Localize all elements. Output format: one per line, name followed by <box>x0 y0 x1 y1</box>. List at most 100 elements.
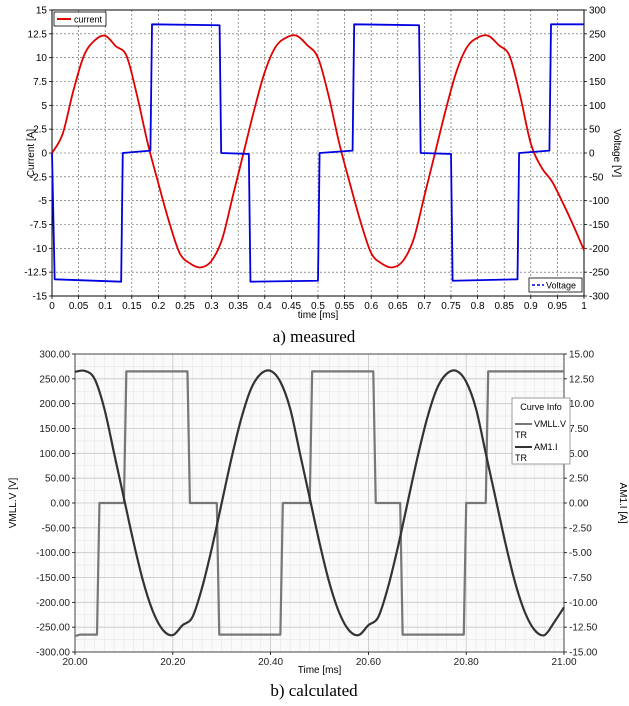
b-y2-tick-label: 15.00 <box>569 350 594 361</box>
a-series-line-voltage <box>51 23 584 283</box>
b-x-tick-label: 20.40 <box>258 657 283 668</box>
a-y-tick-label: -12.5 <box>24 268 47 279</box>
chart-a-legend-current-label: current <box>74 15 103 25</box>
b-y2-tick-label: 12.50 <box>569 374 594 385</box>
b-y-tick-label: -150.00 <box>36 573 70 584</box>
b-y2-tick-label: -5.00 <box>569 548 592 559</box>
a-x-tick-label: 0.2 <box>151 301 165 312</box>
b-y2-tick-label: 10.00 <box>569 399 594 410</box>
chart-b-y-axis-label: VMLL.V [V] <box>8 477 19 528</box>
chart-a-y2-axis-label: Voltage [V] <box>611 129 622 178</box>
b-y-tick-label: -50.00 <box>42 523 71 534</box>
b-series-line-vmll-v <box>74 370 564 638</box>
chart-a-legend-voltage-box <box>528 277 583 293</box>
b-y-tick-label: 200.00 <box>39 399 70 410</box>
a-y-tick-label: 5 <box>41 101 47 112</box>
a-y-tick-label: 2.5 <box>33 125 47 136</box>
a-y2-tick-label: 300 <box>589 6 606 17</box>
b-x-tick-label: 20.80 <box>454 657 479 668</box>
a-y2-tick-label: 0 <box>589 149 595 160</box>
chart-b-legend-title: Curve Info <box>520 402 562 412</box>
chart-b-caption: b) calculated <box>270 681 358 700</box>
a-y2-tick-label: -100 <box>589 196 609 207</box>
a-y2-tick-label: -250 <box>589 268 609 279</box>
chart-b-x-axis-label: Time [ms] <box>298 665 342 676</box>
a-y-tick-label: -15 <box>33 292 48 303</box>
b-y2-tick-label: 0.00 <box>569 499 589 510</box>
b-series-line-am1-i <box>74 369 565 637</box>
chart-b-y2-ticks: -15.00 -12.50 -10.00 -7.50 -5.00 -2.50 0.00 2.5… <box>564 350 598 659</box>
a-y-tick-label: -2.5 <box>30 172 48 183</box>
a-x-tick-label: 0.65 <box>388 301 408 312</box>
a-x-tick-label: 0.8 <box>471 301 485 312</box>
b-x-tick-label: 20.00 <box>62 657 87 668</box>
chart-b-y2-axis-label: AM1.I [A] <box>617 482 628 523</box>
chart-b-legend-am1-label: AM1.I <box>534 442 558 452</box>
a-x-tick-label: 0.6 <box>364 301 378 312</box>
b-y-tick-label: 300.00 <box>39 350 70 361</box>
b-y-tick-label: -100.00 <box>36 548 70 559</box>
b-y2-tick-label: -15.00 <box>569 648 598 659</box>
a-y2-tick-label: 250 <box>589 29 606 40</box>
a-y2-tick-label: -50 <box>589 172 604 183</box>
a-y-tick-label: 0 <box>41 149 47 160</box>
a-x-tick-label: 0.5 <box>311 301 325 312</box>
b-y-tick-label: 0.00 <box>51 499 71 510</box>
chart-b-series <box>74 369 565 638</box>
a-x-tick-label: 1 <box>581 301 587 312</box>
a-y2-tick-label: 100 <box>589 101 606 112</box>
a-y2-tick-label: 200 <box>589 53 606 64</box>
a-x-tick-label: 0.7 <box>417 301 431 312</box>
b-y-tick-label: 50.00 <box>45 474 70 485</box>
a-y2-tick-label: 150 <box>589 77 606 88</box>
a-y-tick-label: -10 <box>33 244 48 255</box>
chart-a-caption: a) measured <box>273 327 356 346</box>
chart-b-legend-box <box>511 397 571 465</box>
a-x-tick-label: 0.3 <box>205 301 219 312</box>
b-y2-tick-label: 5.00 <box>569 449 589 460</box>
a-x-tick-label: 0.9 <box>524 301 538 312</box>
chart-a-x-ticks: 0 0.05 0.1 0.15 0.2 0.25 0.3 0.35 0.4 0.45 0.5 0.55… <box>49 296 587 312</box>
b-y2-tick-label: -7.50 <box>569 573 592 584</box>
a-x-tick-label: 0.35 <box>228 301 248 312</box>
a-x-tick-label: 0.85 <box>494 301 514 312</box>
chart-a-y-ticks: -15 -12.5 -10 -7.5 -5 -2.5 0 2.5 5 7.5 10 12.5 15 <box>24 6 52 303</box>
chart-b-y-ticks: -300.00 -250.00 -200.00 -150.00 -100.00 -50.0… <box>36 350 75 659</box>
a-x-tick-label: 0.4 <box>258 301 272 312</box>
a-y-tick-label: 10 <box>36 53 48 64</box>
a-y2-tick-label: -150 <box>589 220 609 231</box>
a-x-tick-label: 0.15 <box>122 301 142 312</box>
chart-a-legend-voltage: Voltage <box>528 277 583 293</box>
a-series-line-current <box>51 34 585 269</box>
chart-calculated: 20.00 20.20 20.40 20.60 20.80 21.00 -300.00 -2… <box>8 350 628 701</box>
a-x-tick-label: 0.25 <box>175 301 195 312</box>
a-y-tick-label: 15 <box>36 6 48 17</box>
b-x-tick-label: 21.00 <box>551 657 576 668</box>
b-y-tick-label: -250.00 <box>36 623 70 634</box>
chart-a-series <box>51 23 585 283</box>
a-y2-tick-label: -300 <box>589 292 609 303</box>
chart-a-x-axis-label: time [ms] <box>298 310 339 321</box>
a-x-tick-label: 0.1 <box>98 301 112 312</box>
b-y2-tick-label: -12.50 <box>569 623 598 634</box>
a-x-tick-label: 0 <box>49 301 55 312</box>
chart-b-x-ticks: 20.00 20.20 20.40 20.60 20.80 21.00 <box>62 652 577 668</box>
a-y-tick-label: -7.5 <box>30 220 48 231</box>
b-y-tick-label: 250.00 <box>39 374 70 385</box>
chart-b-legend-vmll-label: VMLL.V <box>534 419 566 429</box>
a-y-tick-label: -5 <box>38 196 47 207</box>
chart-a-y2-ticks: -300 -250 -200 -150 -100 -50 0 50 100 150 200 250 30… <box>584 6 609 303</box>
chart-a-y-axis-label: Current [A] <box>26 129 37 178</box>
b-y2-tick-label: 2.50 <box>569 474 589 485</box>
b-y-tick-label: 150.00 <box>39 424 70 435</box>
b-x-tick-label: 20.20 <box>160 657 185 668</box>
a-x-tick-label: 0.05 <box>69 301 89 312</box>
a-x-tick-label: 0.95 <box>548 301 568 312</box>
chart-b-legend: Curve Info VMLL.V TR AM1.I TR <box>511 397 571 465</box>
chart-measured: 0 0.05 0.1 0.15 0.2 0.25 0.3 0.35 0.4 0.45 0.5 0.55… <box>24 6 622 347</box>
chart-b-legend-am1-sub: TR <box>515 453 527 463</box>
chart-a-legend-voltage-label: Voltage <box>546 281 576 291</box>
b-y2-tick-label: -10.00 <box>569 598 598 609</box>
b-y-tick-label: 100.00 <box>39 449 70 460</box>
b-x-tick-label: 20.60 <box>356 657 381 668</box>
